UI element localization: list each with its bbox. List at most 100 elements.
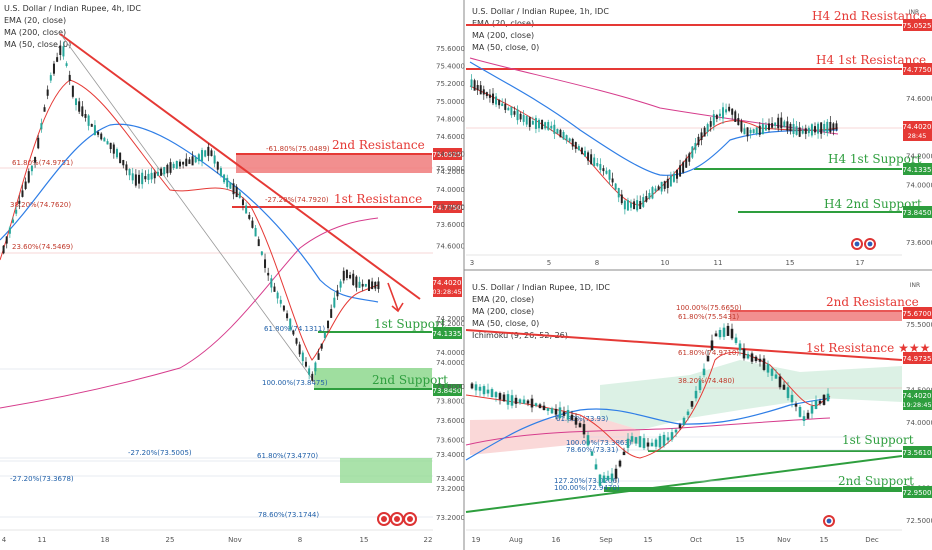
candle-body [223, 174, 226, 183]
candle-body [556, 129, 559, 134]
candle-body [685, 158, 688, 168]
candle-body [473, 80, 476, 91]
candle-body [241, 199, 244, 206]
candle-body [722, 107, 724, 119]
candles-1h [470, 74, 838, 215]
candle-body [144, 176, 147, 180]
candle-body [702, 368, 706, 376]
candle-body [770, 368, 774, 376]
candle-body [128, 168, 131, 176]
candle-body [562, 132, 565, 140]
candle-body [715, 114, 718, 120]
fib-label: -27.20%(74.7920) [265, 196, 329, 204]
candle-body [90, 123, 93, 127]
candle-body [630, 436, 634, 442]
candle-body [119, 152, 122, 164]
candle-body [780, 117, 783, 129]
date-axis-1d: 19 Aug 16 Sep 15 Oct 15 Nov 15 Dec [472, 536, 879, 544]
candle-body [738, 343, 742, 351]
resistance-1-label: 1st Resistance ★★★ [806, 341, 930, 355]
candle-body [364, 283, 367, 287]
candle-body [806, 412, 810, 419]
date-tick-label: 5 [547, 259, 551, 267]
price-tag: 75.0525 [433, 151, 462, 159]
candle-body [538, 404, 542, 409]
date-tick-label: 17 [856, 259, 865, 267]
candle-body [590, 451, 594, 456]
price-tag: 75.0525 [903, 22, 932, 30]
ichimoku-cloud-bullish [600, 360, 902, 430]
ma200-line [0, 217, 379, 409]
candle-body [282, 305, 285, 311]
candle-body [46, 89, 49, 96]
candle-body [570, 414, 574, 420]
candle-body [802, 416, 806, 421]
candle-body [580, 147, 583, 155]
candle-body [646, 442, 650, 447]
price-tick-label: 74.0000 [436, 186, 465, 194]
candle-body [264, 259, 267, 268]
candle-body [308, 368, 311, 375]
resistance-zone-2 [236, 153, 432, 173]
candle-body [15, 209, 18, 214]
candle-body [474, 384, 478, 391]
candle-body [823, 123, 826, 132]
candle-body [694, 142, 697, 151]
candle-body [712, 114, 715, 126]
candle-body [737, 118, 740, 126]
candle-body [185, 158, 188, 167]
candle-body [554, 408, 558, 415]
candle-body [764, 125, 767, 131]
candle-body [169, 162, 172, 173]
candle-body [358, 281, 361, 288]
countdown: 28:45 [908, 132, 927, 140]
settings-icon[interactable] [403, 512, 417, 526]
candle-body [40, 123, 43, 130]
candle-body [478, 386, 482, 391]
candle-body [216, 161, 219, 170]
fib-label: 38.20%(74.7620) [10, 201, 71, 209]
price-tag: 74.7750 [903, 66, 932, 74]
candle-body [547, 122, 550, 130]
price-tick-label: 75.0000 [436, 165, 465, 173]
candle-body [832, 123, 835, 131]
candle-body [550, 125, 553, 129]
support-zone-2 [314, 368, 432, 389]
candle-body [147, 173, 150, 180]
candle-body [507, 107, 510, 111]
current-price: 74.4020 [903, 123, 932, 131]
candle-body [317, 353, 320, 360]
candle-body [662, 434, 666, 446]
candle-body [323, 332, 326, 338]
candle-body [525, 116, 528, 125]
price-tick-label: 73.6000 [436, 417, 465, 425]
candle-body [71, 85, 74, 97]
candle-body [622, 451, 626, 456]
price-tick-label: 73.6000 [436, 221, 465, 229]
date-axis-4h: 4 11 18 25 Nov 8 15 22 [2, 536, 433, 544]
candle-body [777, 117, 780, 129]
candle-body [267, 272, 270, 276]
symbol-title: U.S. Dollar / Indian Rupee, 4h, IDC [4, 4, 141, 13]
candle-body [93, 125, 96, 136]
indicator-ma200: MA (200, close) [472, 307, 534, 316]
fib-label: 61.80%(74.9710) [678, 349, 739, 357]
candle-body [810, 405, 814, 414]
candle-body [273, 286, 276, 292]
candle-body [771, 123, 774, 128]
candle-body [706, 124, 709, 132]
candle-body [722, 327, 726, 337]
us-flag-icon [377, 512, 391, 526]
fib-label: 127.20%(73.0206) [554, 477, 620, 485]
indicator-ma50: MA (50, close, 0) [472, 43, 539, 52]
price-tick-label: 74.2000 [436, 320, 465, 328]
candle-body [213, 155, 216, 164]
price-tick-label: 74.2000 [436, 168, 465, 176]
candle-body [801, 129, 804, 134]
candle-body [746, 354, 750, 359]
candle-body [510, 106, 513, 116]
candle-body [320, 343, 323, 349]
candle-body [761, 123, 764, 135]
candle-body [371, 281, 374, 290]
candle-body [660, 181, 663, 192]
